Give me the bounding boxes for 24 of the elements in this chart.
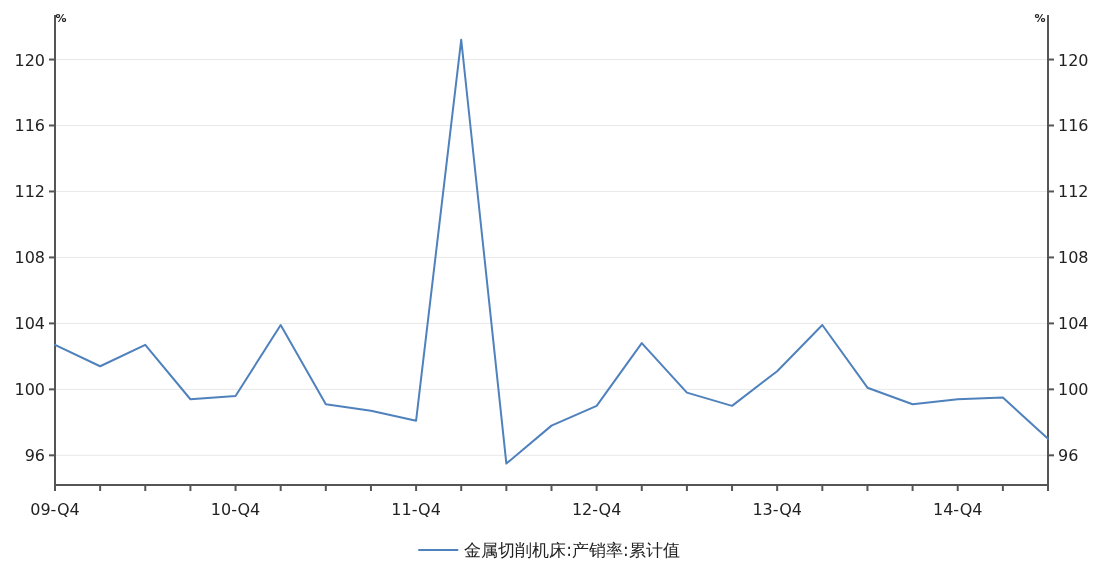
y-tick-label: 108 <box>14 248 45 268</box>
legend-label: 金属切削机床:产销率:累计值 <box>464 540 680 560</box>
y2-tick-label: 112 <box>1058 182 1089 202</box>
y-tick-label: 120 <box>14 50 45 70</box>
y2-tick-label: 96 <box>1058 446 1079 466</box>
x-tick-label: 12-Q4 <box>571 500 622 519</box>
y-tick-label: 100 <box>14 380 45 400</box>
x-tick-label: 10-Q4 <box>210 500 261 519</box>
y-tick-label: 116 <box>14 116 45 136</box>
y-tick-label: 104 <box>14 314 45 334</box>
y2-tick-label: 116 <box>1058 116 1089 136</box>
y-axis-title: % <box>55 12 67 25</box>
y2-tick-label: 108 <box>1058 248 1089 268</box>
x-tick-label: 14-Q4 <box>932 500 983 519</box>
x-tick-label: 13-Q4 <box>752 500 802 519</box>
x-tick-label: 09-Q4 <box>30 500 80 519</box>
line-series <box>54 38 1049 465</box>
y2-axis-title: % <box>1034 12 1046 25</box>
y-tick-label: 96 <box>24 446 45 466</box>
y2-tick-label: 104 <box>1058 314 1089 334</box>
y2-tick-label: 100 <box>1058 380 1089 400</box>
y-tick-label: 112 <box>14 182 45 202</box>
x-tick-label: 11-Q4 <box>391 500 441 519</box>
y2-tick-label: 120 <box>1058 50 1089 70</box>
